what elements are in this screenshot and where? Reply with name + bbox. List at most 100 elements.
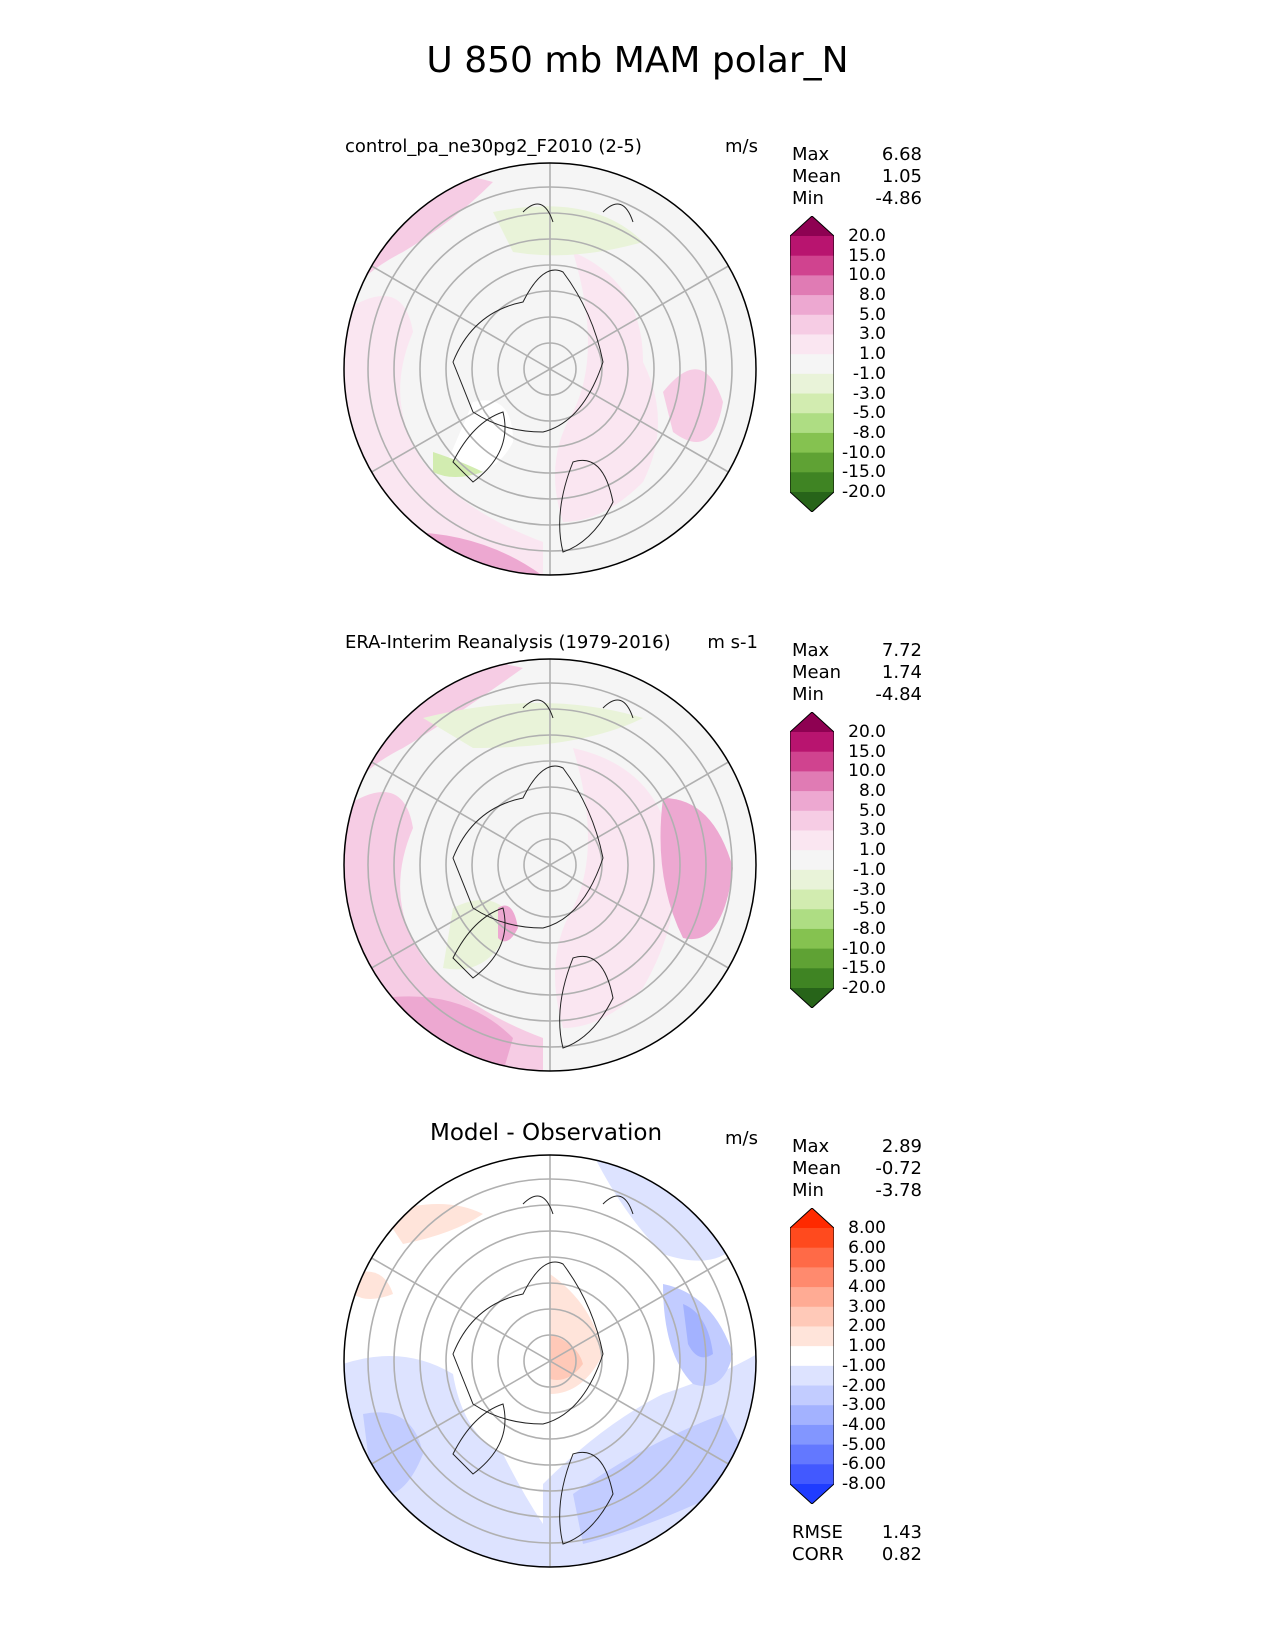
colorbar-swatch [790,988,834,1008]
colorbar-tick-label: 4.00 [848,1277,886,1298]
colorbar-tick-label: 1.0 [858,840,886,861]
colorbar-swatch [790,1424,834,1446]
panel-title: ERA-Interim Reanalysis (1979-2016) [345,632,671,653]
colorbar-swatch [790,712,834,732]
colorbar-tick-label: 15.0 [848,245,886,266]
colorbar-tick-label: -20.0 [842,482,886,502]
colorbar-tick-label: -1.0 [852,363,886,384]
colorbar-tick-label: -5.0 [852,899,886,920]
colorbar-tick-label: -10.0 [842,442,886,463]
colorbar-swatch [790,830,834,851]
colorbar-swatch [790,1365,834,1387]
colorbar-tick-label: -1.0 [852,859,886,880]
panel-diff: Model - Observation m/s [0,1120,1275,1568]
colorbar-swatch [790,968,834,989]
colorbar-tick-label: -15.0 [842,958,886,979]
colorbar-swatch [790,492,834,512]
colorbar-swatch [790,1385,834,1406]
polar-map-obs [343,658,757,1072]
polar-map-diff [343,1154,757,1568]
colorbar-tick-label: -2.00 [842,1375,886,1396]
colorbar [790,216,834,512]
figure-title: U 850 mb MAM polar_N [426,40,849,81]
colorbar-swatch [790,216,834,236]
colorbar-tick-label: 5.0 [858,304,886,325]
colorbar-swatch [790,1464,834,1485]
colorbar-tick-label: -8.0 [852,918,886,939]
colorbar-swatch [790,751,834,772]
colorbar-tick-label: 2.00 [848,1316,886,1337]
colorbar-swatch [790,432,834,454]
colorbar-swatch [790,1267,834,1288]
colorbar [790,1208,834,1504]
colorbar-tick-label: 10.0 [848,761,886,782]
colorbar-tick-label: 3.00 [848,1296,886,1317]
colorbar-swatch [790,791,834,812]
colorbar-swatch [790,771,834,792]
colorbar-tick-label: -8.0 [852,422,886,443]
colorbar-tick-label: -8.00 [842,1474,886,1494]
colorbar-tick-label: -20.0 [842,978,886,998]
colorbar-tick-label: 8.0 [858,781,886,802]
colorbar-tick-label: -3.0 [852,383,886,404]
panel-title: control_pa_ne30pg2_F2010 (2-5) [345,136,642,157]
colorbar-tick-label: -1.00 [842,1355,886,1376]
colorbar-tick-label: 1.00 [848,1336,886,1357]
panel-obs: ERA-Interim Reanalysis (1979-2016) m s-1 [0,632,1275,1072]
colorbar-swatch [790,810,834,831]
colorbar-tick-label: -5.00 [842,1434,886,1455]
colorbar-swatch [790,295,834,316]
colorbar-swatch [790,1287,834,1308]
colorbar-tick-label: 20.0 [848,226,886,246]
footer-stats: RMSE 1.43 CORR 0.82 [792,1522,922,1565]
colorbar-swatch [790,909,834,930]
colorbar-swatch [790,1405,834,1426]
colorbar-tick-label: -4.00 [842,1414,886,1435]
colorbar-swatch [790,255,834,276]
stats-block: Max 2.89 Mean -0.72 Min -3.78 [792,1136,922,1201]
colorbar-swatch [790,1208,834,1228]
colorbar-tick-label: 3.0 [858,324,886,345]
colorbar-swatch [790,928,834,950]
colorbar-swatch [790,732,834,753]
panel-model: control_pa_ne30pg2_F2010 (2-5) m/s [0,136,1275,576]
colorbar-tick-label: 20.0 [848,722,886,742]
colorbar-swatch [790,889,834,910]
colorbar-tick-label: -5.0 [852,403,886,424]
colorbar-tick-label: 3.0 [858,820,886,841]
colorbar-tick-label: -6.00 [842,1454,886,1475]
colorbar-swatch [790,334,834,355]
colorbar-swatch [790,373,834,395]
colorbar-swatch [790,1306,834,1327]
colorbar-swatch [790,869,834,891]
colorbar-swatch [790,850,834,871]
panel-units: m/s [725,1128,758,1149]
colorbar-swatch [790,1484,834,1504]
colorbar-swatch [790,275,834,296]
colorbar-swatch [790,354,834,375]
colorbar-tick-label: 6.00 [848,1237,886,1258]
panel-units: m s-1 [707,632,758,653]
colorbar-swatch [790,1228,834,1249]
colorbar-tick-label: 8.00 [848,1218,886,1238]
colorbar-swatch [790,472,834,493]
colorbar-swatch [790,236,834,257]
colorbar-tick-label: -10.0 [842,938,886,959]
colorbar-tick-label: 5.0 [858,800,886,821]
polar-map-model [343,162,757,576]
colorbar-tick-label: -3.00 [842,1395,886,1416]
colorbar-tick-label: 5.00 [848,1257,886,1278]
colorbar-tick-label: -3.0 [852,879,886,900]
stats-block: Max 7.72 Mean 1.74 Min -4.84 [792,640,922,705]
colorbar-swatch [790,1444,834,1465]
colorbar [790,712,834,1008]
stats-block: Max 6.68 Mean 1.05 Min -4.86 [792,144,922,209]
colorbar-tick-label: 15.0 [848,741,886,762]
colorbar-tick-label: 10.0 [848,265,886,286]
colorbar-swatch [790,1247,834,1268]
panel-title: Model - Observation [430,1120,663,1146]
colorbar-tick-label: 1.0 [858,344,886,365]
colorbar-swatch [790,452,834,473]
colorbar-swatch [790,1326,834,1347]
colorbar-tick-label: -15.0 [842,462,886,483]
